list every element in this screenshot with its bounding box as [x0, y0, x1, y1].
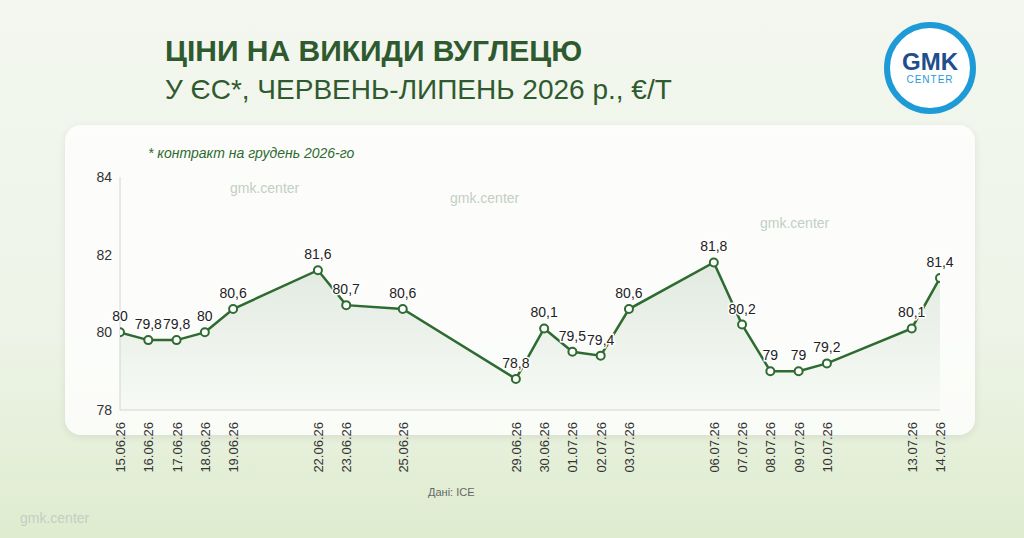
svg-text:84: 84: [96, 169, 112, 185]
html-text:ЦІНИ НА ВИКИДИ ВУГЛЕЦЮ: ЦІНИ НА ВИКИДИ ВУГЛЕЦЮ: [165, 34, 583, 67]
svg-text:80,2: 80,2: [728, 301, 755, 317]
svg-text:80: 80: [197, 308, 213, 324]
svg-text:78: 78: [96, 402, 112, 418]
html-text:gmk.center: gmk.center: [20, 510, 90, 526]
svg-text:07.07.26: 07.07.26: [735, 422, 750, 473]
svg-text:19.06.26: 19.06.26: [226, 422, 241, 473]
svg-text:80,6: 80,6: [219, 285, 246, 301]
svg-text:22.06.26: 22.06.26: [311, 422, 326, 473]
svg-text:29.06.26: 29.06.26: [509, 422, 524, 473]
svg-text:79,8: 79,8: [163, 316, 190, 332]
svg-text:82: 82: [96, 247, 112, 263]
svg-text:80,7: 80,7: [333, 281, 360, 297]
svg-text:30.06.26: 30.06.26: [537, 422, 552, 473]
svg-text:79: 79: [763, 347, 779, 363]
html-text:gmk.center: gmk.center: [450, 190, 520, 206]
svg-text:81,8: 81,8: [700, 238, 727, 254]
html-text:Дані: ICE: Дані: ICE: [428, 486, 475, 498]
svg-text:13.07.26: 13.07.26: [905, 422, 920, 473]
svg-text:02.07.26: 02.07.26: [594, 422, 609, 473]
svg-text:06.07.26: 06.07.26: [707, 422, 722, 473]
svg-text:80,1: 80,1: [898, 304, 925, 320]
svg-text:79,5: 79,5: [559, 328, 586, 344]
svg-text:81,4: 81,4: [926, 254, 953, 270]
svg-text:81,6: 81,6: [304, 246, 331, 262]
svg-text:08.07.26: 08.07.26: [763, 422, 778, 473]
svg-text:25.06.26: 25.06.26: [396, 422, 411, 473]
svg-text:16.06.26: 16.06.26: [141, 422, 156, 473]
svg-text:79,8: 79,8: [135, 316, 162, 332]
html-text:gmk.center: gmk.center: [230, 180, 300, 196]
svg-text:80: 80: [112, 308, 128, 324]
svg-text:80,6: 80,6: [389, 285, 416, 301]
svg-text:80: 80: [96, 324, 112, 340]
svg-text:18.06.26: 18.06.26: [198, 422, 213, 473]
html-text:* контракт на грудень 2026-го: * контракт на грудень 2026-го: [148, 145, 355, 161]
html-text:У ЄС*, ЧЕРВЕНЬ-ЛИПЕНЬ 2026 р.,: У ЄС*, ЧЕРВЕНЬ-ЛИПЕНЬ 2026 р., €/Т: [165, 74, 672, 105]
svg-text:79: 79: [791, 347, 807, 363]
svg-text:03.07.26: 03.07.26: [622, 422, 637, 473]
html-text:CENTER: CENTER: [906, 74, 954, 85]
html-text:GMK: GMK: [902, 48, 958, 75]
svg-text:78,8: 78,8: [502, 355, 529, 371]
svg-text:01.07.26: 01.07.26: [565, 422, 580, 473]
svg-text:80,1: 80,1: [531, 304, 558, 320]
svg-text:10.07.26: 10.07.26: [820, 422, 835, 473]
svg-text:17.06.26: 17.06.26: [170, 422, 185, 473]
svg-text:09.07.26: 09.07.26: [792, 422, 807, 473]
svg-text:15.06.26: 15.06.26: [113, 422, 128, 473]
svg-text:79,4: 79,4: [587, 332, 614, 348]
svg-text:79,2: 79,2: [813, 339, 840, 355]
svg-text:14.07.26: 14.07.26: [933, 422, 948, 473]
svg-text:23.06.26: 23.06.26: [339, 422, 354, 473]
svg-text:80,6: 80,6: [615, 285, 642, 301]
html-text:gmk.center: gmk.center: [760, 215, 830, 231]
